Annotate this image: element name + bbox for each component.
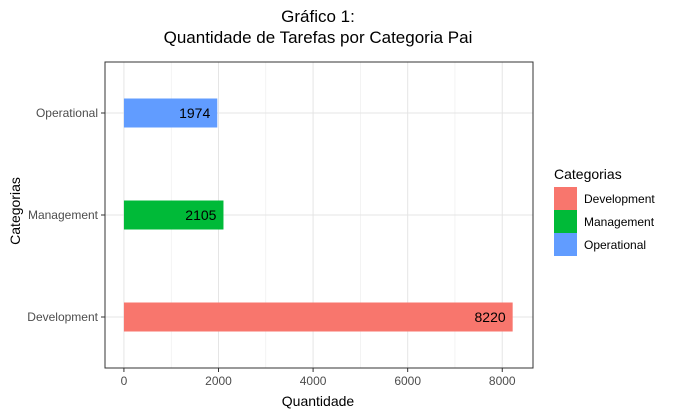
y-tick-label: Management: [28, 208, 99, 222]
x-tick-label: 2000: [205, 374, 232, 388]
legend-key-development: [554, 187, 577, 210]
data-label-management: 2105: [185, 207, 216, 223]
legend-title: Categorias: [554, 166, 622, 182]
bar-development: [123, 302, 513, 332]
chart-subtitle: Quantidade de Tarefas por Categoria Pai: [164, 28, 473, 47]
y-tick-label: Development: [27, 310, 98, 324]
x-tick-label: 4000: [300, 374, 327, 388]
data-label-development: 8220: [475, 309, 506, 325]
data-labels: 8220 2105 1974: [179, 105, 506, 325]
legend-label-development: Development: [584, 192, 655, 206]
x-tick-label: 8000: [489, 374, 516, 388]
chart-title: Gráfico 1:: [281, 7, 355, 26]
x-axis: 0 2000 4000 6000 8000: [121, 368, 516, 388]
data-label-operational: 1974: [179, 105, 210, 121]
x-tick-label: 6000: [394, 374, 421, 388]
legend-key-operational: [554, 233, 577, 256]
y-axis-title: Categorias: [7, 177, 23, 245]
bar-management: [123, 200, 224, 230]
x-tick-label: 0: [121, 374, 128, 388]
y-tick-label: Operational: [36, 106, 98, 120]
legend-label-management: Management: [584, 215, 655, 229]
bars: [123, 98, 513, 332]
bar-operational: [123, 98, 218, 128]
legend-label-operational: Operational: [584, 238, 646, 252]
x-axis-title: Quantidade: [282, 393, 355, 409]
y-axis: Development Management Operational: [27, 106, 105, 324]
legend: Categorias Development Management Operatio…: [554, 166, 655, 256]
legend-key-management: [554, 210, 577, 233]
